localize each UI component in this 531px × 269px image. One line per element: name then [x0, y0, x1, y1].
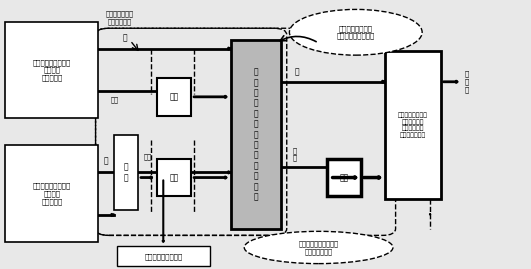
Text: ダ
イ
オ
キ
シ
ン
類
の
含
有
量
基
準: ダ イ オ キ シ ン 類 の 含 有 量 基 準: [254, 68, 259, 201]
Text: 処理: 処理: [339, 173, 348, 182]
Text: しゃ断型最終処分場: しゃ断型最終処分場: [144, 253, 183, 260]
Text: 排水中のダイオキシン
類の基準を追加: 排水中のダイオキシン 類の基準を追加: [298, 240, 339, 254]
FancyBboxPatch shape: [5, 145, 98, 242]
Text: 産業廃棄物処理施設
・燃え殻
・ばいじん: 産業廃棄物処理施設 ・燃え殻 ・ばいじん: [32, 183, 71, 205]
FancyBboxPatch shape: [385, 51, 441, 199]
Text: 管理型最終処分場
（しゃ水工・
水処理施設・
確認処理施設）: 管理型最終処分場 （しゃ水工・ 水処理施設・ 確認処理施設）: [398, 112, 428, 138]
Text: 一般廃棄物処理施設
・燃え殻
・ばいじん: 一般廃棄物処理施設 ・燃え殻 ・ばいじん: [32, 59, 71, 81]
Text: 通: 通: [104, 157, 108, 166]
Text: 既行の重金属等
に関する基準: 既行の重金属等 に関する基準: [106, 11, 133, 25]
Ellipse shape: [244, 231, 393, 264]
Ellipse shape: [289, 9, 422, 55]
FancyBboxPatch shape: [117, 246, 210, 266]
Text: 不通: 不通: [143, 153, 151, 160]
Text: 不
通: 不 通: [293, 147, 297, 161]
Text: 基
準: 基 準: [124, 162, 129, 182]
Text: 処理: 処理: [169, 92, 178, 101]
FancyBboxPatch shape: [327, 159, 361, 196]
Text: 通: 通: [295, 68, 299, 76]
FancyBboxPatch shape: [114, 134, 138, 210]
FancyBboxPatch shape: [157, 78, 191, 116]
Text: 放
流
水: 放 流 水: [465, 71, 469, 93]
FancyBboxPatch shape: [157, 159, 191, 196]
FancyBboxPatch shape: [5, 22, 98, 118]
Text: ダイオキシン類の
含有量の基準を追加: ダイオキシン類の 含有量の基準を追加: [337, 25, 375, 39]
FancyBboxPatch shape: [231, 40, 281, 229]
Text: 通: 通: [123, 33, 127, 42]
Text: 処理: 処理: [169, 173, 178, 182]
Text: 不通: 不通: [110, 97, 118, 103]
